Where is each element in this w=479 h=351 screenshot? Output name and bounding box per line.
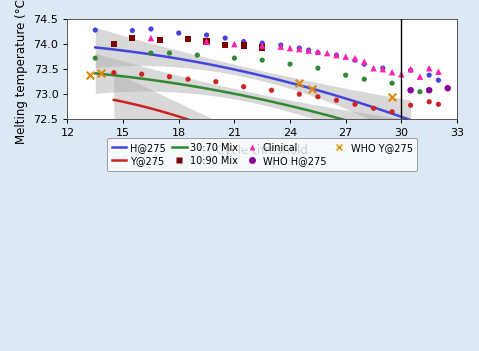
Point: [314, 50, 322, 55]
Point: [425, 87, 433, 93]
Point: [194, 52, 201, 58]
Point: [286, 61, 294, 67]
Point: [258, 45, 266, 51]
Point: [240, 43, 248, 48]
Point: [332, 98, 340, 103]
Point: [379, 66, 387, 72]
Point: [110, 70, 118, 75]
Point: [175, 30, 182, 36]
Legend: H@275, Y@275, 30:70 Mix, 10:90 Mix, Clinical, WHO H@275, WHO Y@275: H@275, Y@275, 30:70 Mix, 10:90 Mix, Clin…: [107, 138, 417, 171]
Point: [138, 71, 146, 77]
Point: [203, 39, 210, 44]
X-axis label: Cycle threshold: Cycle threshold: [217, 144, 308, 157]
Point: [407, 87, 414, 93]
Point: [342, 72, 350, 78]
Point: [296, 91, 303, 97]
Point: [407, 102, 414, 108]
Point: [370, 65, 377, 71]
Point: [91, 27, 99, 33]
Y-axis label: Melting temperature (°C): Melting temperature (°C): [15, 0, 28, 144]
Point: [203, 32, 210, 38]
Point: [97, 70, 105, 76]
Point: [323, 50, 331, 56]
Point: [434, 101, 442, 107]
Point: [305, 47, 312, 53]
Point: [425, 72, 433, 78]
Point: [296, 45, 303, 51]
Point: [342, 54, 350, 59]
Point: [184, 77, 192, 82]
Point: [221, 42, 229, 48]
Point: [434, 69, 442, 74]
Point: [277, 42, 285, 48]
Point: [351, 55, 359, 61]
Point: [147, 26, 155, 32]
Point: [360, 61, 368, 67]
Point: [286, 45, 294, 51]
Point: [240, 39, 248, 44]
Point: [444, 85, 452, 91]
Point: [268, 87, 275, 93]
Point: [370, 105, 377, 111]
Point: [398, 71, 405, 77]
Point: [230, 55, 238, 61]
Point: [230, 41, 238, 47]
Point: [212, 79, 220, 85]
Point: [258, 43, 266, 48]
Point: [91, 55, 99, 61]
Point: [308, 86, 316, 92]
Point: [351, 101, 359, 107]
Point: [388, 69, 396, 75]
Point: [360, 59, 368, 65]
Point: [128, 35, 136, 41]
Point: [434, 77, 442, 83]
Point: [166, 74, 173, 79]
Point: [258, 40, 266, 46]
Point: [203, 39, 210, 44]
Point: [296, 46, 303, 52]
Point: [351, 57, 359, 63]
Point: [388, 94, 396, 100]
Point: [425, 99, 433, 105]
Point: [277, 44, 285, 49]
Point: [425, 65, 433, 71]
Point: [332, 52, 340, 58]
Point: [407, 87, 414, 93]
Point: [416, 74, 424, 79]
Point: [147, 50, 155, 56]
Point: [305, 48, 312, 53]
Point: [407, 66, 414, 72]
Point: [314, 94, 322, 100]
Point: [166, 50, 173, 56]
Point: [360, 77, 368, 82]
Point: [184, 36, 192, 42]
Point: [156, 37, 164, 43]
Point: [86, 72, 93, 78]
Point: [314, 65, 322, 71]
Point: [147, 35, 155, 41]
Point: [314, 49, 322, 54]
Point: [332, 52, 340, 58]
Point: [258, 57, 266, 63]
Point: [110, 41, 118, 47]
Point: [379, 65, 387, 71]
Point: [128, 28, 136, 33]
Point: [388, 80, 396, 86]
Point: [416, 89, 424, 94]
Point: [296, 80, 303, 86]
Point: [221, 35, 229, 41]
Point: [407, 67, 414, 73]
Point: [388, 109, 396, 114]
Point: [240, 84, 248, 90]
